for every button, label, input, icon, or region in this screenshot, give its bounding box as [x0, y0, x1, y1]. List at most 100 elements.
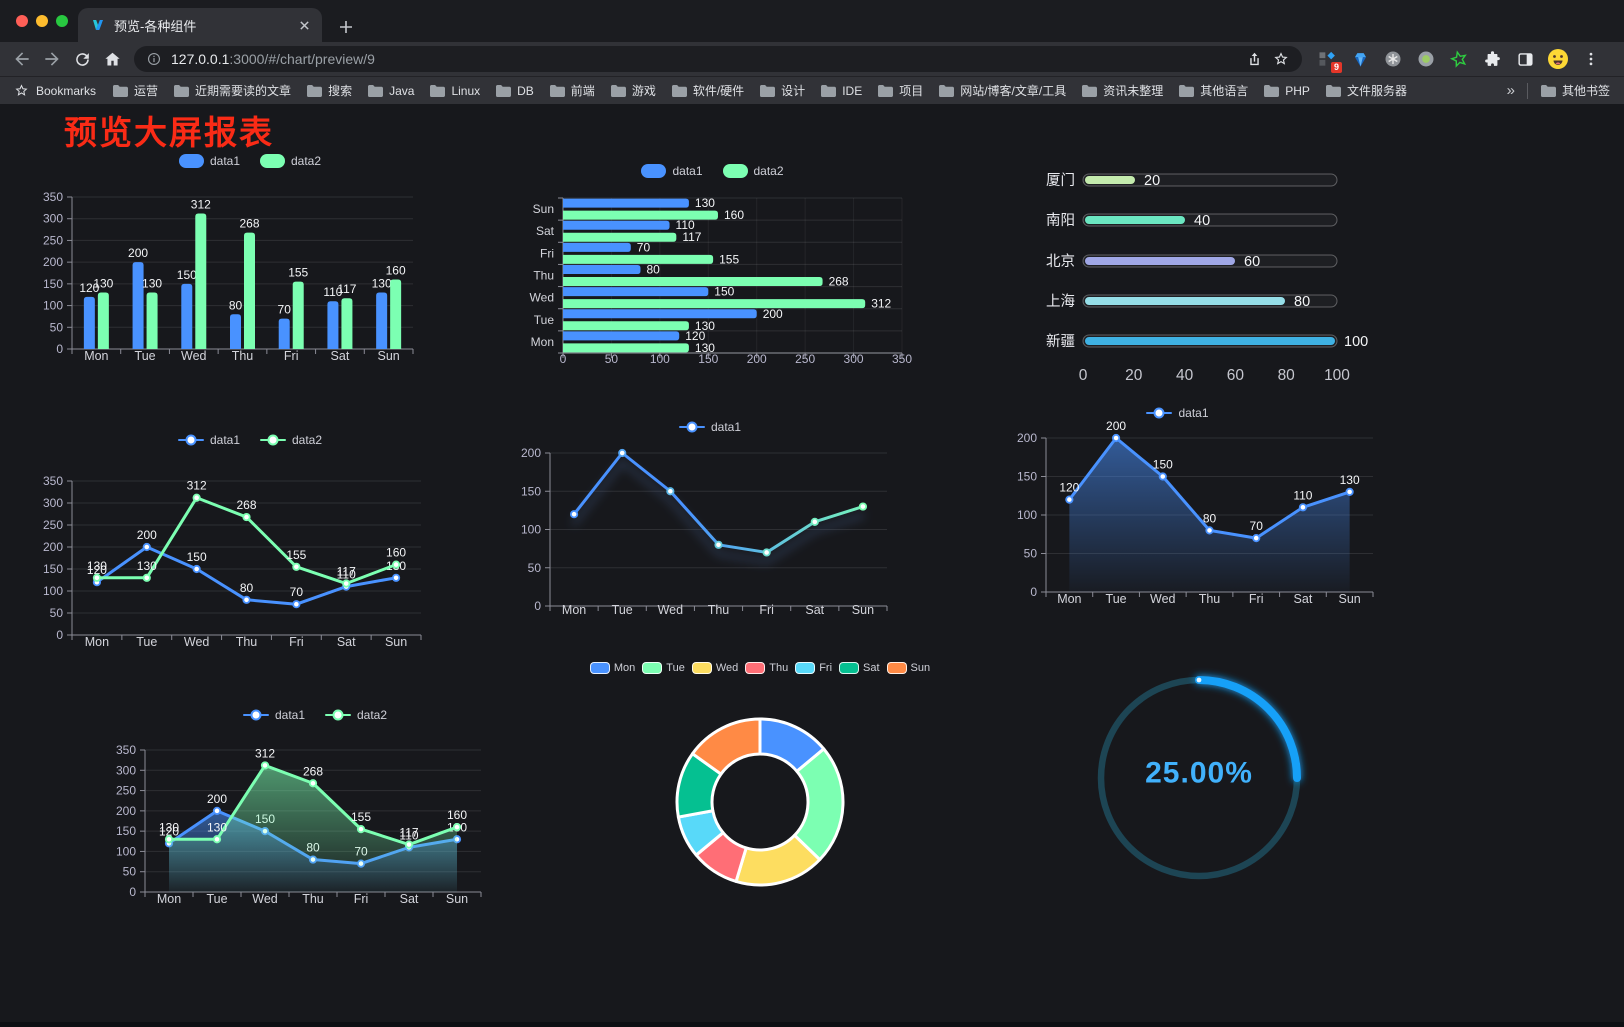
bookmark-folder[interactable]: 前端 [549, 82, 595, 99]
bookmark-folder-label: 其他语言 [1200, 84, 1249, 98]
legend-marker-dot [267, 434, 279, 446]
svg-text:200: 200 [43, 255, 63, 269]
avatar-emoji-icon[interactable] [1545, 46, 1571, 72]
svg-text:350: 350 [892, 352, 912, 366]
svg-text:200: 200 [116, 804, 136, 818]
legend-item-data1[interactable]: data1 [242, 708, 305, 722]
svg-text:50: 50 [528, 561, 542, 575]
share-icon[interactable] [1246, 51, 1263, 68]
capsule-progress-bar-chart[interactable]: 厦门 20 南阳 40 北京 60 上海 80 新疆 100 0 20 40 60 80 100 [995, 150, 1385, 390]
bookmark-folder[interactable]: Java [367, 84, 414, 98]
horizontal-bar-chart[interactable]: 0 50 100 150 200 250 300 350 Mon Tue Wed Thu Fri Sat S… [505, 148, 920, 376]
bookmark-folder-label: 游戏 [631, 84, 656, 98]
bookmark-star-icon[interactable] [1272, 50, 1290, 68]
bookmark-folder[interactable]: 项目 [877, 82, 923, 99]
gray-asterisk-icon[interactable] [1380, 46, 1406, 72]
svg-text:200: 200 [207, 792, 227, 806]
bookmark-folder[interactable]: DB [495, 84, 534, 98]
data-point [142, 573, 151, 582]
legend-item-data1[interactable]: data1 [177, 433, 240, 447]
reload-button[interactable] [68, 45, 96, 73]
legend-item-data2[interactable]: data2 [722, 164, 784, 178]
legend-item-data2[interactable]: data2 [260, 433, 322, 447]
window-minimize-button[interactable] [36, 15, 48, 27]
svg-text:160: 160 [386, 546, 406, 560]
puzzle-icon[interactable] [1479, 46, 1505, 72]
green-dot-icon[interactable] [1413, 46, 1439, 72]
bookmark-folder-label: 搜索 [328, 84, 353, 98]
legend-item-Sun[interactable]: Sun [886, 662, 930, 674]
blue-gem-icon[interactable] [1347, 46, 1373, 72]
svg-text:350: 350 [43, 474, 63, 488]
window-close-button[interactable] [16, 15, 28, 27]
svg-text:130: 130 [695, 196, 715, 210]
bookmark-folder[interactable]: 资讯未整理 [1081, 82, 1163, 99]
other-bookmarks-folder[interactable]: 其他书签 [1540, 82, 1610, 99]
svg-text:70: 70 [278, 303, 292, 317]
bookmark-folder[interactable]: 设计 [759, 82, 805, 99]
legend-item-data2[interactable]: data2 [325, 708, 387, 722]
address-bar[interactable]: 127.0.0.1:3000/#/chart/preview/9 [134, 46, 1302, 72]
two-series-line-chart[interactable]: 0 50 100 150 200 250 300 350 Mon Tue Wed Thu Fri Sat S… [40, 428, 460, 660]
bookmark-folder[interactable]: Linux [429, 84, 480, 98]
legend-item-data1[interactable]: data1 [641, 164, 703, 178]
bar-data1-Mon [83, 296, 95, 349]
window-zoom-button[interactable] [56, 15, 68, 27]
svg-text:200: 200 [763, 307, 783, 321]
legend-item-data1[interactable]: data1 [178, 154, 240, 168]
pie-slice-Sun[interactable] [691, 717, 762, 776]
legend-item-Fri[interactable]: Fri [795, 662, 832, 674]
home-button[interactable] [98, 45, 126, 73]
chart-legend: data1 [975, 406, 1380, 420]
url-host: 127.0.0.1 [171, 51, 230, 67]
legend-label: data1 [1178, 406, 1209, 420]
circular-progress-gauge[interactable]: 25.00% [1079, 658, 1319, 898]
green-dot-circle-icon [1418, 51, 1434, 67]
bar-data1-Tue [563, 309, 757, 319]
bookmark-folder[interactable]: 搜索 [306, 82, 352, 99]
legend-item-data1[interactable]: data1 [1146, 406, 1209, 420]
bookmark-folder[interactable]: 网站/博客/文章/工具 [938, 82, 1066, 99]
grouped-bar-chart[interactable]: 0 50 100 150 200 250 300 350 Mon Tue Wed Thu Fri Sat S… [40, 145, 460, 367]
legend-item-data1[interactable]: data1 [678, 420, 741, 434]
legend-item-Thu[interactable]: Thu [745, 662, 788, 674]
data-point [212, 835, 222, 844]
browser-tab[interactable]: 预览-各种组件 [78, 8, 322, 42]
single-series-area-chart[interactable]: 0 50 100 150 200 Mon Tue Wed Thu Fri Sat Sun 120 200 1… [975, 390, 1380, 618]
legend-item-Wed[interactable]: Wed [691, 662, 738, 674]
back-button[interactable] [8, 45, 36, 73]
data-point [666, 487, 675, 496]
bookmark-folder[interactable]: PHP [1263, 84, 1310, 98]
bookmark-folder[interactable]: 近期需要读的文章 [173, 82, 291, 99]
bookmark-folder[interactable]: 其他语言 [1178, 82, 1248, 99]
svg-text:130: 130 [137, 559, 157, 573]
gradient-line-chart[interactable]: 0 50 100 150 200 Mon Tue Wed Thu Fri Sat Sun data1 [500, 400, 920, 630]
legend-marker-swatch [795, 662, 816, 674]
bookmark-folder[interactable]: 软件/硬件 [671, 82, 744, 99]
legend-item-data2[interactable]: data2 [260, 154, 321, 168]
legend-item-Tue[interactable]: Tue [642, 662, 685, 674]
legend-item-Mon[interactable]: Mon [589, 662, 635, 674]
svg-text:150: 150 [698, 352, 718, 366]
star-outline-icon [1449, 50, 1467, 68]
svg-text:117: 117 [337, 282, 356, 296]
browser-menu-button[interactable] [1578, 46, 1604, 72]
tab-close-icon[interactable] [299, 20, 310, 31]
legend-marker-swatch [642, 662, 663, 674]
side-panel-icon[interactable] [1512, 46, 1538, 72]
legend-item-Sat[interactable]: Sat [839, 662, 880, 674]
bookmark-folder[interactable]: 游戏 [610, 82, 656, 99]
chart-canvas: 0 50 100 150 200 250 300 350 Mon Tue Wed Thu Fri Sat S… [43, 190, 414, 363]
extension-grid-icon[interactable]: 9 [1314, 46, 1342, 73]
donut-pie-chart[interactable]: Mon Tue Wed Thu Fri Sat Sun [560, 640, 960, 892]
two-series-area-chart[interactable]: 0 50 100 150 200 250 300 350 Mon Tue Wed Thu Fri Sat S… [100, 700, 530, 925]
bookmark-folder[interactable]: 运营 [112, 82, 158, 99]
bookmarks-manager[interactable]: Bookmarks [14, 83, 96, 98]
green-star-icon[interactable] [1446, 46, 1472, 72]
svg-text:Sun: Sun [385, 635, 407, 649]
bookmarks-overflow-chevron[interactable]: » [1506, 82, 1515, 99]
bookmark-folder[interactable]: 文件服务器 [1325, 82, 1407, 99]
bookmark-folder[interactable]: IDE [820, 84, 862, 98]
new-tab-button[interactable] [332, 13, 360, 41]
forward-button[interactable] [38, 45, 66, 73]
